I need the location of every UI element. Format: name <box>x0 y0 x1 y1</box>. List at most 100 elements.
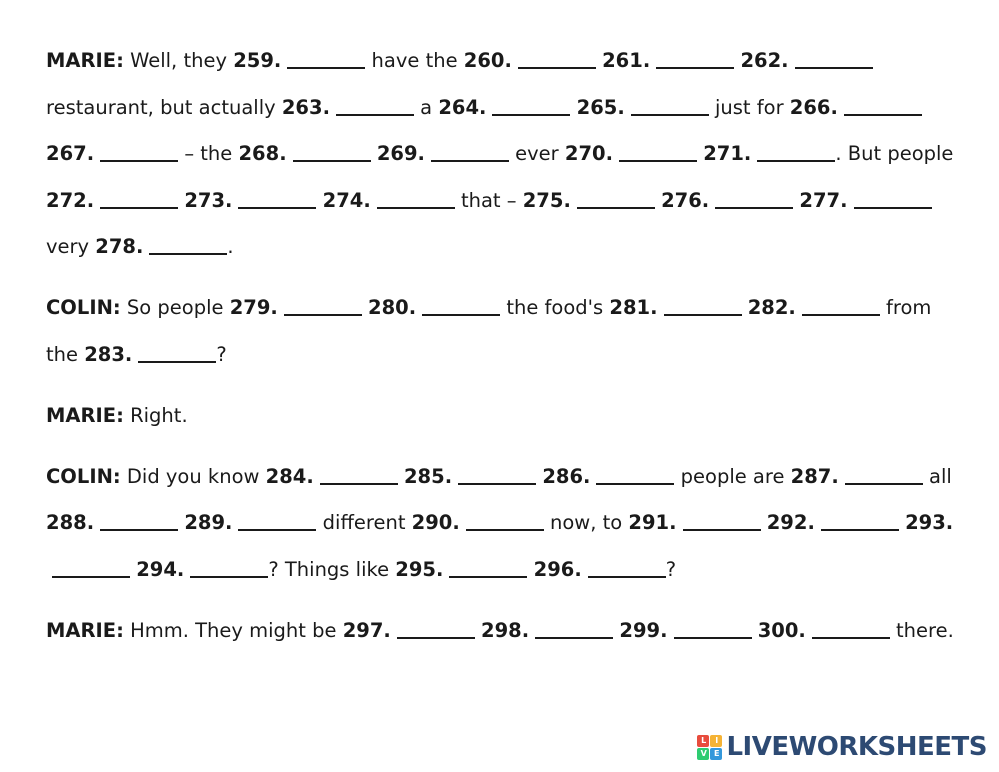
answer-blank[interactable] <box>238 189 317 209</box>
answer-blank[interactable] <box>630 96 709 116</box>
dialogue-text: . <box>227 235 234 258</box>
answer-blank[interactable] <box>190 558 269 578</box>
answer-blank[interactable] <box>619 143 698 162</box>
logo-tile: E <box>710 747 723 760</box>
speaker-name: COLIN: <box>46 296 121 319</box>
blank-number: 273. <box>184 188 233 212</box>
answer-blank[interactable] <box>715 189 794 209</box>
answer-blank[interactable] <box>663 297 742 316</box>
dialogue-paragraph: COLIN: Did you know 284. 285. 286. peopl… <box>46 454 956 594</box>
answer-blank[interactable] <box>422 297 501 316</box>
blank-number: 265. <box>576 95 625 119</box>
speaker-name: MARIE: <box>46 49 124 72</box>
answer-blank[interactable] <box>292 143 371 162</box>
answer-blank[interactable] <box>283 297 362 316</box>
dialogue-text: have the <box>365 49 464 72</box>
dialogue-text: from the <box>46 296 932 366</box>
blank-number: 296. <box>533 557 582 581</box>
answer-blank[interactable] <box>100 512 179 531</box>
dialogue-text: ever <box>508 142 565 165</box>
dialogue-paragraph: MARIE: Hmm. They might be 297. 298. 299.… <box>46 608 956 655</box>
answer-blank[interactable] <box>335 96 414 116</box>
answer-blank[interactable] <box>673 619 752 639</box>
answer-blank[interactable] <box>430 143 509 162</box>
answer-blank[interactable] <box>396 619 475 639</box>
answer-blank[interactable] <box>843 96 922 116</box>
blank-number: 292. <box>766 511 815 534</box>
answer-blank[interactable] <box>149 236 228 255</box>
dialogue-paragraph: COLIN: So people 279. 280. the food's 28… <box>46 285 956 378</box>
dialogue-text: a <box>413 95 439 119</box>
answer-blank[interactable] <box>794 50 873 69</box>
blank-number: 285. <box>403 464 453 488</box>
dialogue-text: different <box>316 511 412 534</box>
blank-number: 264. <box>438 95 487 119</box>
answer-blank[interactable] <box>138 343 217 363</box>
answer-blank[interactable] <box>587 558 666 578</box>
dialogue-text: very <box>46 235 96 258</box>
blank-number: 266. <box>789 95 838 119</box>
answer-blank[interactable] <box>596 465 675 485</box>
answer-blank[interactable] <box>811 619 890 639</box>
blank-number: 272. <box>46 188 95 212</box>
blank-number: 291. <box>628 511 677 534</box>
blank-number: 294. <box>136 557 185 581</box>
blank-number: 267. <box>46 142 95 165</box>
answer-blank[interactable] <box>844 465 923 485</box>
answer-blank[interactable] <box>492 96 571 116</box>
logo-tile: I <box>710 734 723 747</box>
blank-number: 268. <box>238 142 287 165</box>
blank-number: 262. <box>740 49 789 72</box>
answer-blank[interactable] <box>517 50 596 69</box>
dialogue-text: now, to <box>543 511 629 534</box>
blank-number: 300. <box>757 618 806 642</box>
answer-blank[interactable] <box>801 297 880 316</box>
answer-blank[interactable] <box>100 189 179 209</box>
blank-number: 283. <box>84 342 133 366</box>
logo-tile: L <box>697 734 710 747</box>
answer-blank[interactable] <box>458 465 537 485</box>
answer-blank[interactable] <box>52 558 130 578</box>
answer-blank[interactable] <box>535 619 614 639</box>
answer-blank[interactable] <box>449 558 528 578</box>
blank-number: 279. <box>229 296 278 319</box>
blank-number: 281. <box>609 296 658 319</box>
blank-number: 288. <box>46 511 95 534</box>
blank-number: 284. <box>265 464 314 488</box>
answer-blank[interactable] <box>853 189 932 209</box>
blank-number: 278. <box>95 235 144 258</box>
answer-blank[interactable] <box>576 189 655 209</box>
answer-blank[interactable] <box>465 512 544 531</box>
answer-blank[interactable] <box>100 143 179 162</box>
answer-blank[interactable] <box>656 50 735 69</box>
blank-number: 297. <box>342 618 391 642</box>
blank-number: 271. <box>703 142 752 165</box>
dialogue-paragraph: MARIE: Right. <box>46 393 956 440</box>
blank-number: 280. <box>368 296 417 319</box>
dialogue-text: So people <box>120 296 230 319</box>
answer-blank[interactable] <box>682 512 761 531</box>
blank-number: 261. <box>602 49 651 72</box>
dialogue-text: all <box>922 464 952 488</box>
answer-blank[interactable] <box>319 465 398 485</box>
blank-number: 269. <box>376 142 425 165</box>
dialogue-text: the food's <box>500 296 610 319</box>
dialogue-text: just for <box>708 95 790 119</box>
blank-number: 295. <box>395 557 444 581</box>
dialogue-text: Well, they <box>123 49 234 72</box>
answer-blank[interactable] <box>757 143 836 162</box>
blank-number: 277. <box>799 188 848 212</box>
answer-blank[interactable] <box>820 512 899 531</box>
blank-number: 263. <box>281 95 330 119</box>
dialogue-text: Right. <box>123 403 188 427</box>
blank-number: 298. <box>481 618 530 642</box>
answer-blank[interactable] <box>287 50 366 69</box>
blank-number: 275. <box>522 188 571 212</box>
blank-number: 286. <box>542 464 591 488</box>
answer-blank[interactable] <box>376 189 455 209</box>
dialogue-paragraph: MARIE: Well, they 259. have the 260. 261… <box>46 38 956 271</box>
dialogue-text: there. <box>889 618 954 642</box>
answer-blank[interactable] <box>238 512 317 531</box>
blank-number: 289. <box>184 511 233 534</box>
